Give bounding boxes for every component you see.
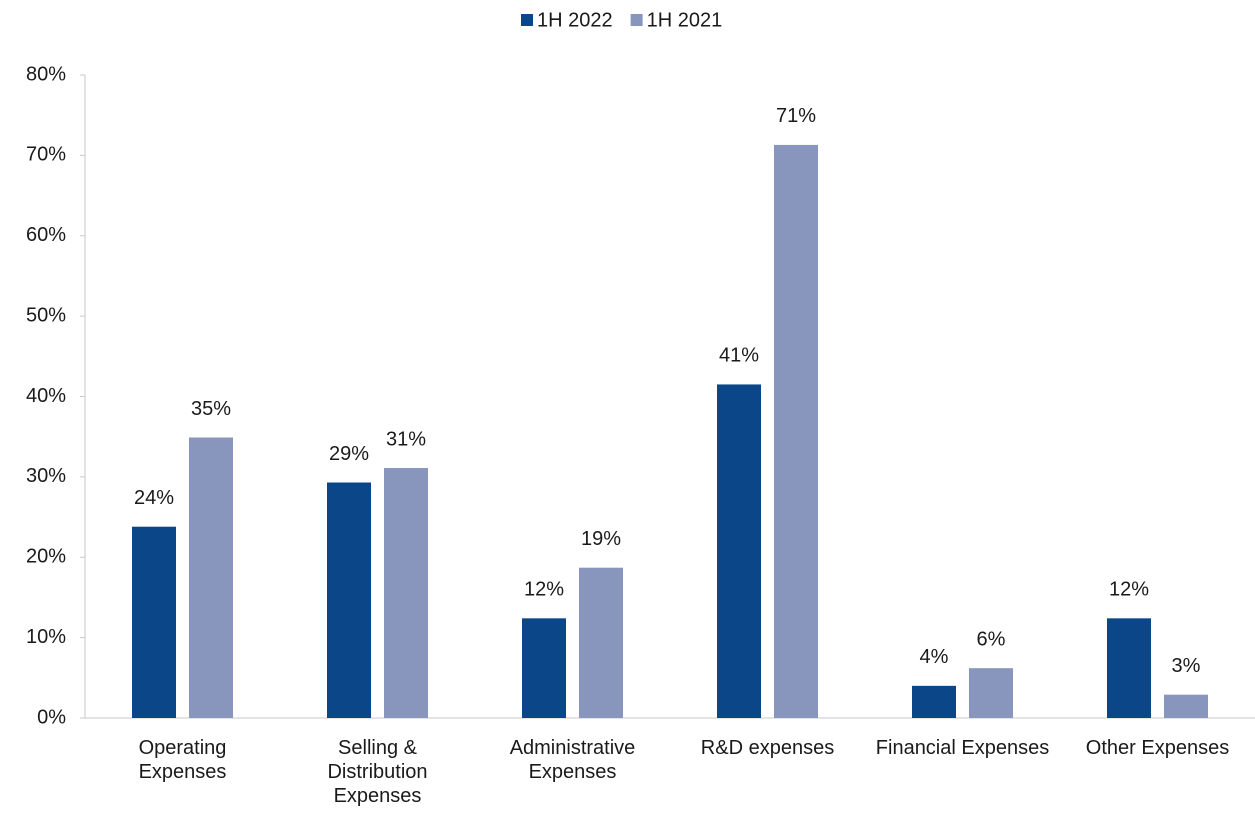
x-tick-label: Administrative Expenses <box>509 737 636 783</box>
value-label: 31% <box>386 428 426 450</box>
y-tick-label: 40% <box>26 385 66 407</box>
x-tick-label: R&D expenses <box>700 737 835 759</box>
y-tick-label: 80% <box>26 63 66 85</box>
bar <box>717 384 761 718</box>
x-tick-label: Selling & Distribution Expenses <box>327 737 428 807</box>
bar <box>327 482 371 718</box>
legend-label: 1H 2021 <box>647 9 723 31</box>
y-tick-label: 10% <box>26 626 66 648</box>
value-label: 29% <box>329 443 369 465</box>
bar <box>912 685 956 718</box>
value-label: 19% <box>581 528 621 550</box>
legend-swatch <box>630 14 643 26</box>
bar <box>1107 618 1151 718</box>
y-tick-label: 50% <box>26 304 66 326</box>
value-label: 3% <box>1172 655 1201 677</box>
value-label: 41% <box>719 345 759 367</box>
y-tick-label: 0% <box>37 706 66 728</box>
x-tick-label: Operating Expenses <box>138 737 227 783</box>
y-tick-label: 20% <box>26 546 66 568</box>
bar <box>579 567 623 718</box>
y-tick-label: 30% <box>26 465 66 487</box>
bar <box>522 618 566 718</box>
value-label: 12% <box>1109 579 1149 601</box>
value-label: 12% <box>524 579 564 601</box>
value-label: 24% <box>134 487 174 509</box>
value-label: 35% <box>191 398 231 420</box>
x-tick-label: Financial Expenses <box>875 737 1050 759</box>
value-label: 4% <box>920 646 949 668</box>
bar <box>384 468 428 718</box>
value-label: 71% <box>776 105 816 127</box>
y-tick-label: 70% <box>26 144 66 166</box>
bar <box>189 437 233 718</box>
y-tick-label: 60% <box>26 224 66 246</box>
legend-swatch <box>521 14 533 26</box>
bar <box>1164 694 1208 718</box>
bar <box>774 144 818 718</box>
x-tick-label: Other Expenses <box>1085 737 1230 759</box>
bar <box>969 668 1013 718</box>
bar <box>132 526 176 718</box>
value-label: 6% <box>977 628 1006 650</box>
legend-label: 1H 2022 <box>537 9 613 31</box>
